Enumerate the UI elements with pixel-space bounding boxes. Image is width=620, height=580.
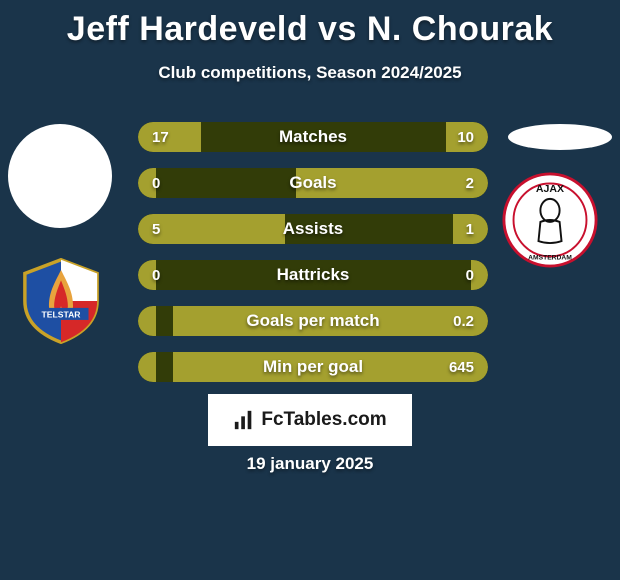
stat-right-value: 2	[466, 175, 474, 192]
fctables-badge: FcTables.com	[208, 394, 412, 446]
svg-text:AMSTERDAM: AMSTERDAM	[528, 254, 572, 261]
stat-right-value: 0	[466, 267, 474, 284]
stat-label: Goals	[138, 173, 488, 193]
stats-container: 17Matches100Goals25Assists10Hattricks0Go…	[138, 122, 488, 398]
stat-label: Assists	[138, 219, 488, 239]
club-badge-right: AJAX AMSTERDAM	[502, 172, 598, 268]
stat-label: Matches	[138, 127, 488, 147]
player-photo-right	[508, 124, 612, 150]
svg-text:TELSTAR: TELSTAR	[42, 309, 82, 319]
stat-label: Goals per match	[138, 311, 488, 331]
fctables-brand-text: FcTables.com	[261, 409, 386, 431]
subtitle: Club competitions, Season 2024/2025	[0, 63, 620, 83]
ajax-badge-icon: AJAX AMSTERDAM	[502, 172, 598, 268]
stat-row: 17Matches10	[138, 122, 488, 152]
bar-chart-icon	[233, 409, 255, 431]
club-badge-left: TELSTAR	[18, 258, 104, 344]
stat-row: 0Goals2	[138, 168, 488, 198]
page-title: Jeff Hardeveld vs N. Chourak	[0, 0, 620, 49]
stat-label: Min per goal	[138, 357, 488, 377]
stat-right-value: 1	[466, 221, 474, 238]
date-text: 19 january 2025	[0, 454, 620, 474]
stat-row: Goals per match0.2	[138, 306, 488, 336]
svg-text:AJAX: AJAX	[536, 183, 564, 195]
stat-row: 5Assists1	[138, 214, 488, 244]
stat-row: 0Hattricks0	[138, 260, 488, 290]
stat-label: Hattricks	[138, 265, 488, 285]
stat-right-value: 0.2	[453, 313, 474, 330]
stat-right-value: 10	[457, 129, 474, 146]
stat-right-value: 645	[449, 359, 474, 376]
player-photo-left	[8, 124, 112, 228]
telstar-badge-icon: TELSTAR	[18, 258, 104, 344]
stat-row: Min per goal645	[138, 352, 488, 382]
